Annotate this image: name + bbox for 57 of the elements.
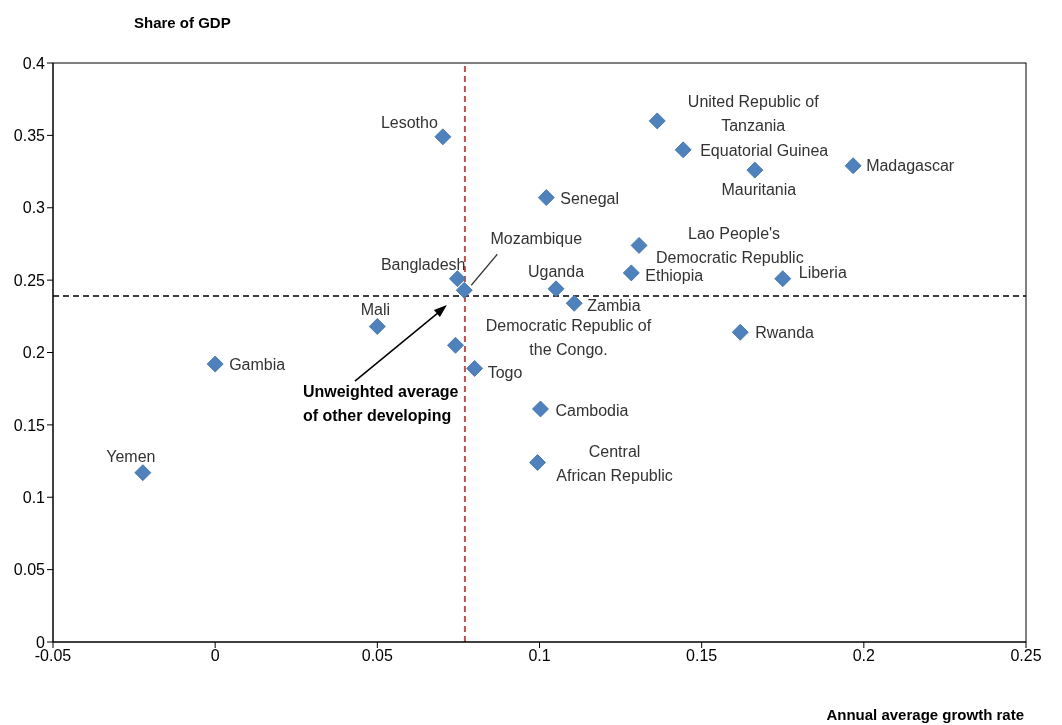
annotation: Mali bbox=[360, 301, 391, 319]
point bbox=[466, 360, 484, 377]
annotation: Mozambique bbox=[490, 230, 583, 248]
point bbox=[674, 141, 692, 159]
point bbox=[565, 294, 583, 312]
point bbox=[532, 400, 549, 418]
annotation: Democratic Republic of the Congo. bbox=[485, 317, 652, 359]
y-tick-label: 0.35 bbox=[13, 127, 46, 145]
annotation: Zambia bbox=[587, 297, 641, 315]
y-tick-label: 0.2 bbox=[22, 344, 46, 362]
y-tick-label: 0.25 bbox=[13, 271, 46, 289]
point bbox=[648, 112, 666, 130]
annotation: Yemen bbox=[106, 447, 156, 465]
annotation: Equatorial Guinea bbox=[700, 141, 829, 159]
annotation: Togo bbox=[487, 364, 523, 382]
y-tick-label: 0.15 bbox=[13, 416, 46, 434]
x-tick-label: -0.05 bbox=[34, 647, 72, 665]
y-axis-title: Share of GDP bbox=[134, 14, 231, 31]
annotation: Rwanda bbox=[755, 324, 815, 342]
x-tick-label: 0.05 bbox=[361, 647, 394, 665]
y-tick-label: 0.1 bbox=[22, 488, 46, 506]
annotation: Unweighted average of other developing bbox=[302, 383, 459, 424]
x-tick-label: 0.25 bbox=[1010, 647, 1042, 665]
point bbox=[774, 270, 792, 288]
point bbox=[447, 336, 464, 354]
point bbox=[134, 464, 152, 482]
x-tick-label: 0.2 bbox=[852, 647, 876, 665]
point bbox=[547, 280, 565, 298]
point bbox=[206, 355, 224, 373]
x-axis-title: Annual average growth rate bbox=[826, 706, 1024, 723]
point bbox=[455, 281, 473, 299]
annotation: Uganda bbox=[528, 262, 585, 280]
annotation: Madagascar bbox=[866, 156, 955, 174]
x-tick-label: 0.1 bbox=[528, 647, 551, 665]
annotation: Mauritania bbox=[721, 181, 797, 199]
point bbox=[368, 318, 386, 335]
annotation: Cambodia bbox=[555, 401, 629, 419]
point bbox=[434, 128, 452, 146]
point bbox=[529, 454, 546, 471]
annotation: Gambia bbox=[229, 356, 286, 374]
point bbox=[622, 264, 640, 282]
annotation: United Republic of Tanzania bbox=[687, 92, 820, 134]
annotation: Bangladesh bbox=[380, 255, 466, 273]
y-tick-label: 0.3 bbox=[22, 199, 46, 217]
point bbox=[844, 157, 862, 175]
x-tick-label: 0 bbox=[210, 647, 220, 665]
point bbox=[537, 189, 555, 207]
annotation: Central African Republic bbox=[556, 442, 673, 484]
y-tick-label: 0.05 bbox=[13, 561, 46, 579]
annotation: Senegal bbox=[560, 189, 620, 207]
point bbox=[630, 236, 648, 254]
annotation: Ethiopia bbox=[645, 266, 704, 284]
x-tick-label: 0.15 bbox=[686, 647, 718, 665]
point bbox=[731, 323, 749, 341]
y-tick-label: 0.4 bbox=[22, 54, 46, 72]
annotation: Lesotho bbox=[380, 113, 438, 131]
point bbox=[746, 161, 764, 179]
